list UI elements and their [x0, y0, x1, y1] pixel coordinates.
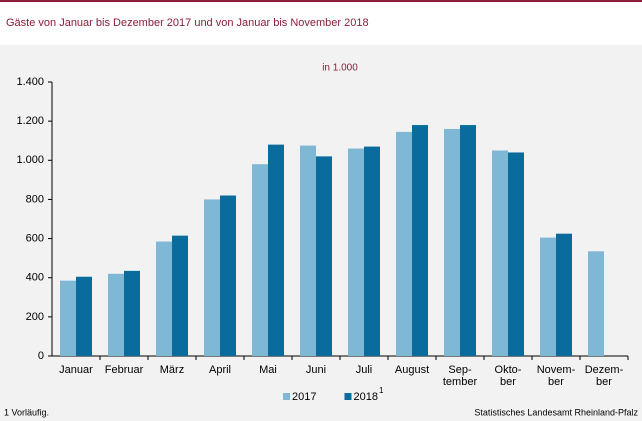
x-tick-label: Sep-tember	[443, 364, 478, 388]
legend-swatch	[283, 393, 290, 400]
x-tick-label: Juli	[356, 364, 373, 376]
chart-title: Gäste von Januar bis Dezember 2017 und v…	[6, 17, 369, 29]
x-tick-label: Okto-ber	[495, 364, 522, 388]
chart-subtitle: in 1.000	[322, 63, 358, 74]
y-tick-label: 800	[26, 193, 44, 205]
x-tick-label: Mai	[259, 364, 277, 376]
bar	[540, 237, 556, 356]
x-tick-label: Dezem-ber	[585, 364, 624, 388]
legend-label: 2018	[353, 391, 377, 403]
x-tick-label: März	[160, 364, 184, 376]
y-tick-label: 200	[26, 311, 44, 323]
bar	[60, 280, 76, 356]
y-tick-label: 400	[26, 272, 44, 284]
bar	[508, 152, 524, 356]
legend-swatch	[344, 393, 352, 400]
bar	[588, 251, 604, 356]
bar	[108, 273, 124, 356]
top-rule	[0, 0, 642, 2]
source: Statistisches Landesamt Rheinland-Pfalz	[474, 407, 638, 417]
x-tick-label: April	[209, 364, 231, 376]
y-tick-label: 600	[26, 232, 44, 244]
x-tick-label: August	[395, 364, 429, 376]
x-tick-label: Novem-ber	[537, 364, 576, 388]
bar	[220, 195, 236, 356]
bar	[124, 270, 140, 356]
bar	[396, 131, 412, 356]
bar	[444, 128, 460, 356]
x-tick-label: Januar	[59, 364, 93, 376]
legend-label: 2017	[292, 391, 316, 403]
bar	[252, 164, 268, 356]
bar	[460, 125, 476, 356]
legend-footnote-mark: 1	[379, 386, 384, 395]
bar	[172, 235, 188, 356]
x-tick-label: Juni	[306, 364, 326, 376]
bar	[316, 156, 332, 356]
y-tick-label: 1.400	[16, 76, 44, 88]
y-tick-label: 1.200	[16, 115, 44, 127]
footnote: 1 Vorläufig.	[4, 407, 49, 417]
bar	[268, 144, 284, 356]
bar	[364, 146, 380, 356]
y-tick-label: 0	[38, 350, 44, 362]
bar	[204, 199, 220, 356]
bar	[492, 150, 508, 356]
bar	[156, 241, 172, 356]
bar	[348, 148, 364, 356]
bar	[76, 276, 92, 356]
bar	[300, 145, 316, 356]
y-tick-label: 1.000	[16, 154, 44, 166]
bar	[412, 125, 428, 356]
x-tick-label: Februar	[105, 364, 144, 376]
bar	[556, 233, 572, 356]
